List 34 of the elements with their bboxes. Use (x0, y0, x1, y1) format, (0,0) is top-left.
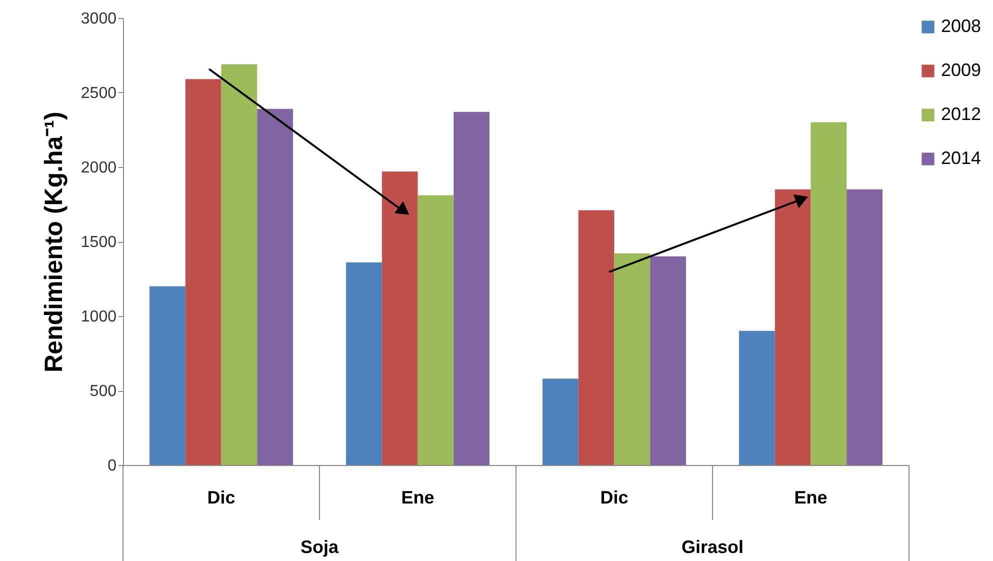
bar (150, 286, 186, 465)
x-tick-label: Dic (207, 488, 236, 508)
bar (454, 112, 490, 465)
y-tick-label: 500 (90, 383, 117, 400)
bar (418, 195, 454, 465)
bar (382, 171, 418, 465)
y-tick-label: 0 (108, 458, 117, 474)
bar (185, 79, 222, 465)
y-tick-label: 1500 (80, 234, 117, 251)
legend-label: 2009 (941, 60, 982, 80)
x-tick-label: Ene (401, 488, 434, 508)
y-tick-label: 2000 (80, 160, 117, 176)
bar (346, 262, 382, 465)
bar (542, 378, 578, 465)
legend-label: 2014 (941, 148, 982, 168)
legend-label: 2008 (941, 16, 982, 36)
bar (221, 64, 258, 465)
x-tick-label: Dic (600, 488, 628, 508)
bar (578, 210, 614, 465)
legend-label: 2012 (941, 104, 982, 124)
y-tick-label: 1000 (80, 308, 117, 326)
bar (650, 256, 686, 465)
y-tick-label: 3000 (80, 10, 117, 28)
text: Girasol (681, 537, 744, 557)
bar (774, 189, 811, 465)
y-axis-title: Rendimiento (Kg.ha⁻¹) (40, 112, 68, 372)
bar (810, 122, 847, 465)
bar (614, 253, 650, 465)
y-tick-label: 2500 (80, 85, 117, 102)
bar (257, 108, 293, 465)
text: Soja (300, 537, 340, 557)
bar (739, 330, 775, 465)
bar (846, 189, 882, 465)
x-tick-label: Ene (794, 488, 828, 508)
